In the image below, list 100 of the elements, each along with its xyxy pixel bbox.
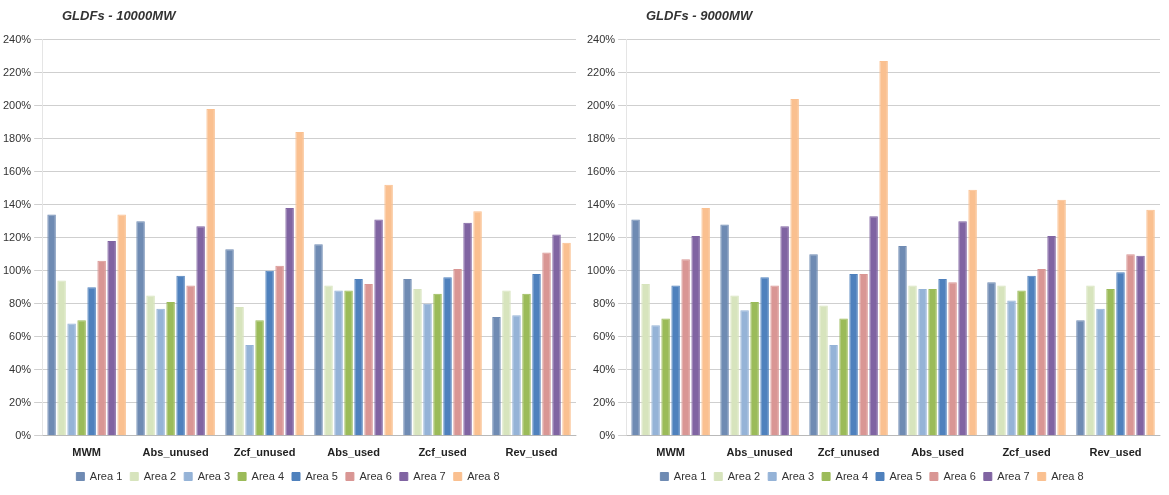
bar [443, 277, 452, 436]
bar [691, 236, 700, 436]
bar [790, 99, 799, 436]
bar [156, 308, 165, 436]
bar [1086, 285, 1095, 436]
bar [829, 345, 838, 436]
bar [265, 270, 274, 436]
bar [245, 345, 254, 436]
x-tick-label: MWM [656, 446, 685, 459]
x-tick-label: Zcf_used [418, 446, 467, 459]
y-tick-label: 120% [2, 230, 32, 243]
bar [730, 295, 739, 436]
x-tick-label: Zcf_used [1002, 446, 1051, 459]
y-tick-label: 20% [593, 395, 616, 408]
bar [97, 260, 106, 436]
bar [334, 290, 343, 436]
bar [532, 274, 541, 436]
legend-label: Area 2 [727, 469, 761, 482]
bar [463, 222, 472, 436]
bar [433, 293, 442, 436]
bar [117, 214, 126, 436]
x-tick-label: Abs_unused [726, 446, 793, 459]
y-tick-label: 40% [593, 362, 616, 375]
y-tick-label: 60% [9, 329, 32, 342]
legend-label: Area 3 [197, 469, 231, 482]
bar [285, 207, 294, 436]
bar [750, 302, 759, 436]
bar [502, 290, 511, 436]
bar [275, 265, 284, 436]
bar [166, 302, 175, 436]
bar [720, 224, 729, 436]
bar [374, 219, 383, 436]
bar [196, 226, 205, 436]
bar [938, 278, 947, 436]
legend-label: Area 8 [467, 469, 500, 482]
y-tick-label: 180% [586, 131, 616, 144]
bar [512, 315, 521, 436]
legend-label: Area 5 [889, 469, 922, 482]
x-tick-label: Rev_used [505, 446, 558, 459]
bar [1126, 254, 1135, 436]
bar [364, 283, 373, 436]
x-tick-label: Zcf_unused [817, 446, 880, 459]
bar [255, 320, 264, 436]
bar [760, 277, 769, 436]
y-tick-label: 60% [593, 329, 616, 342]
bar [1027, 275, 1036, 436]
y-tick-label: 100% [2, 263, 32, 276]
bar [918, 288, 927, 436]
legend-label: Area 8 [1051, 469, 1084, 482]
y-tick-label: 140% [2, 197, 32, 210]
y-tick-label: 220% [586, 65, 616, 78]
bar [879, 61, 888, 436]
y-tick-label: 20% [9, 395, 32, 408]
bar [146, 295, 155, 436]
bar [671, 285, 680, 436]
bar [641, 283, 650, 436]
y-tick-label: 200% [586, 98, 616, 111]
bar [57, 280, 66, 436]
bar [1096, 308, 1105, 436]
y-tick-label: 0% [599, 428, 616, 441]
y-tick-label: 80% [593, 296, 616, 309]
bar [354, 278, 363, 436]
bar [968, 189, 977, 436]
x-tick-label: Abs_used [911, 446, 964, 459]
bar [809, 254, 818, 436]
bar [562, 242, 571, 436]
y-tick-label: 180% [2, 131, 32, 144]
bar [235, 307, 244, 436]
chart-title: GLDFs - 10000MW [62, 8, 176, 23]
bar [681, 259, 690, 436]
bar [473, 211, 482, 436]
bar [453, 269, 462, 436]
legend-label: Area 3 [781, 469, 815, 482]
bar [186, 285, 195, 436]
bar [225, 249, 234, 436]
x-tick-label: Rev_used [1089, 446, 1142, 459]
bar [384, 184, 393, 436]
bar [651, 325, 660, 436]
bar [324, 285, 333, 436]
legend-label: Area 6 [359, 469, 392, 482]
y-tick-label: 0% [15, 428, 32, 441]
bar [176, 275, 185, 436]
y-tick-label: 240% [2, 32, 32, 45]
bar [344, 290, 353, 436]
legend-label: Area 4 [835, 469, 869, 482]
legend-label: Area 1 [89, 469, 123, 482]
bar [107, 241, 116, 436]
bar [423, 303, 432, 436]
bar [908, 285, 917, 436]
y-tick-label: 240% [586, 32, 616, 45]
bar [522, 293, 531, 436]
bar [542, 252, 551, 436]
bar [859, 274, 868, 436]
bar [928, 288, 937, 436]
bar [1037, 269, 1046, 436]
bar [1007, 300, 1016, 436]
y-tick-label: 220% [2, 65, 32, 78]
y-tick-label: 160% [2, 164, 32, 177]
bar [87, 287, 96, 436]
legend-label: Area 4 [251, 469, 285, 482]
